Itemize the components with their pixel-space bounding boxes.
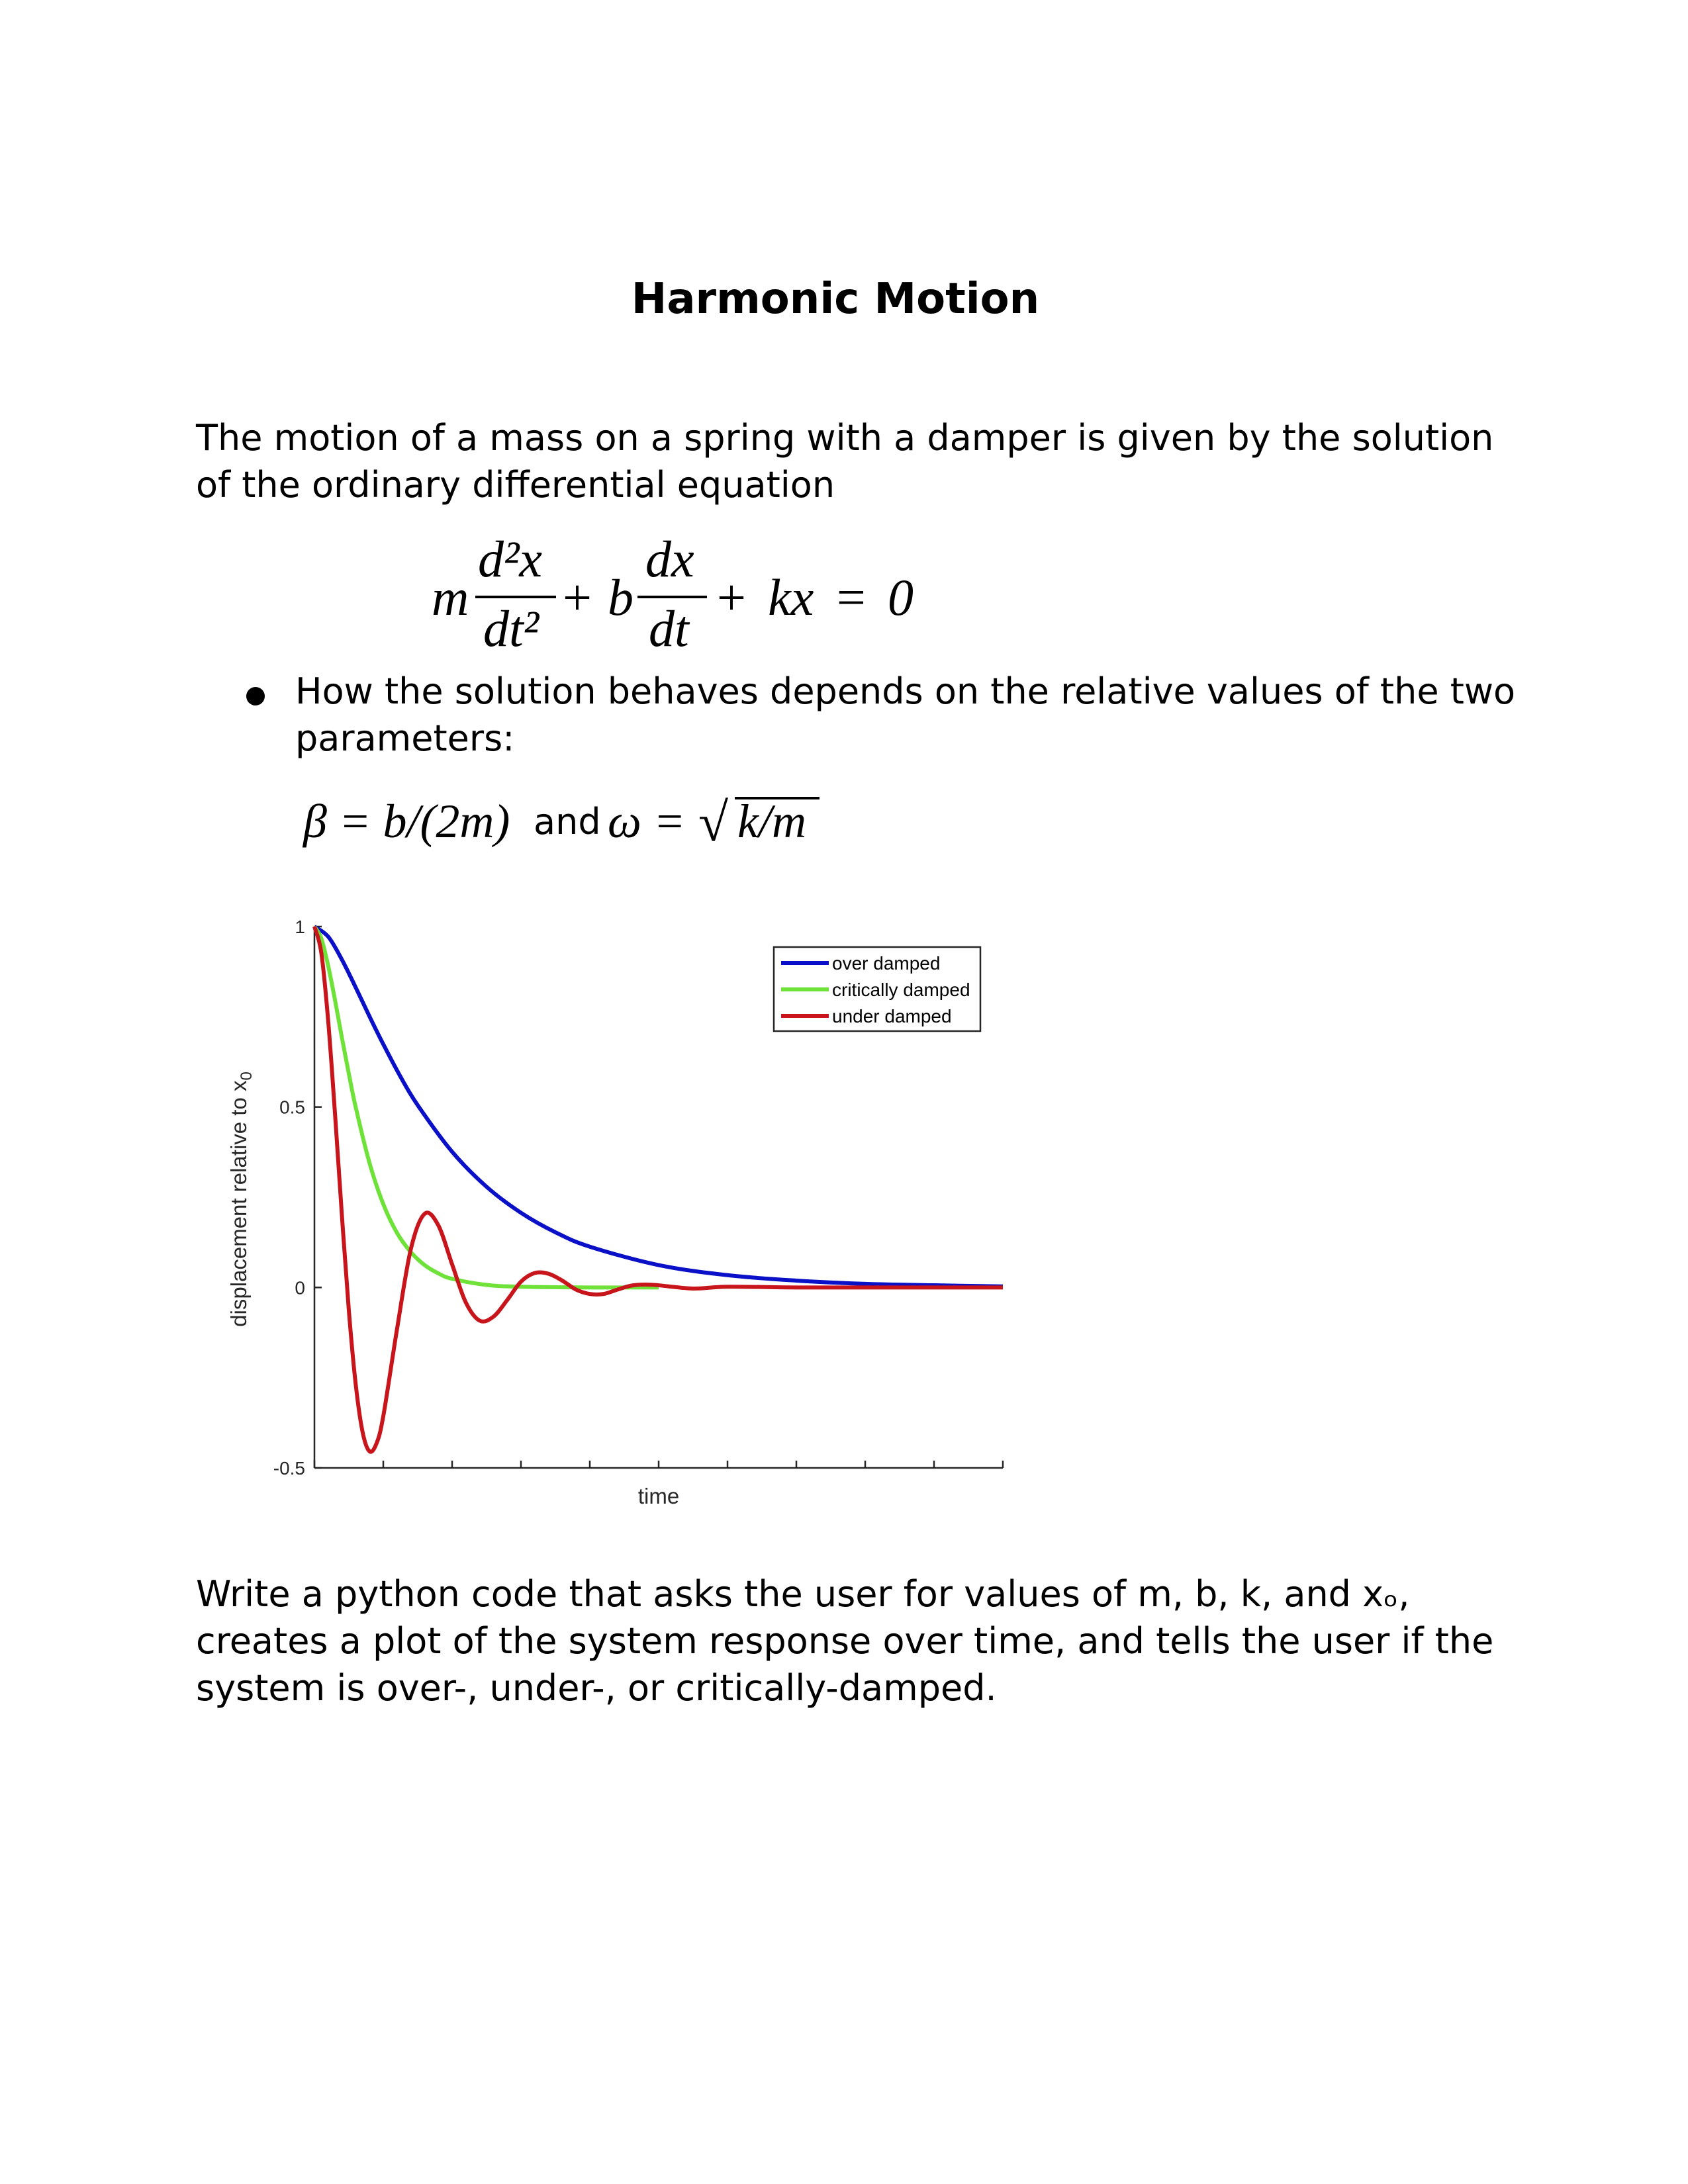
legend-label: under damped xyxy=(832,1006,952,1026)
bullet-line-1: How the solution behaves depends on the … xyxy=(295,670,1516,712)
radical-overline xyxy=(735,797,820,799)
eq-m: m xyxy=(432,569,469,626)
x-axis-label: time xyxy=(638,1484,679,1508)
task-line-1: Write a python code that asks the user f… xyxy=(196,1573,1410,1615)
series-line-critically-damped xyxy=(312,925,659,1290)
intro-line-1: The motion of a mass on a spring with a … xyxy=(196,417,1494,459)
eq-fraction-bar xyxy=(475,596,556,598)
y-tick-label: 0 xyxy=(295,1277,305,1298)
bullet-line-2: parameters: xyxy=(295,717,515,759)
eq-fraction-bar xyxy=(637,596,707,598)
beta-definition: β = b/(2m) xyxy=(303,795,510,848)
y-tick-label: 1 xyxy=(295,917,305,937)
task-line-3: system is over-, under-, or critically-d… xyxy=(196,1667,997,1709)
omega-radicand: k/m xyxy=(737,795,806,848)
y-axis-label: displacement relative to x0 xyxy=(226,1071,256,1327)
eq-rest: + kx = 0 xyxy=(714,569,914,626)
legend-label: critically damped xyxy=(832,979,970,1000)
sqrt-icon: √ xyxy=(698,792,729,852)
series-line-under-damped xyxy=(312,926,1003,1454)
y-axis-label-subscript: 0 xyxy=(238,1071,256,1080)
eq-frac2-numerator: dx xyxy=(645,530,694,588)
task-line-2: creates a plot of the system response ov… xyxy=(196,1620,1494,1662)
eq-b: b xyxy=(608,569,633,626)
omega-definition: ω = xyxy=(608,795,686,848)
intro-line-2: of the ordinary differential equation xyxy=(196,464,835,506)
eq-frac2-denominator: dt xyxy=(649,600,689,657)
and-text: and xyxy=(534,801,601,842)
series-line-over-damped xyxy=(313,925,1004,1289)
page-title: Harmonic Motion xyxy=(631,275,1040,324)
eq-frac1-denominator: dt² xyxy=(483,600,539,657)
chart-axes: -0.5 0 0.5 1 time displacement relative to x0 xyxy=(226,917,1004,1508)
eq-plus: + xyxy=(563,569,592,626)
y-tick-label: -0.5 xyxy=(273,1458,305,1479)
chart-curves xyxy=(312,925,1004,1454)
y-tick-label: 0.5 xyxy=(279,1097,305,1118)
legend-label: over damped xyxy=(832,953,940,974)
bullet-icon xyxy=(246,687,265,705)
eq-frac1-numerator: d²x xyxy=(478,530,543,588)
chart-legend: over damped critically damped under damped xyxy=(773,946,982,1032)
